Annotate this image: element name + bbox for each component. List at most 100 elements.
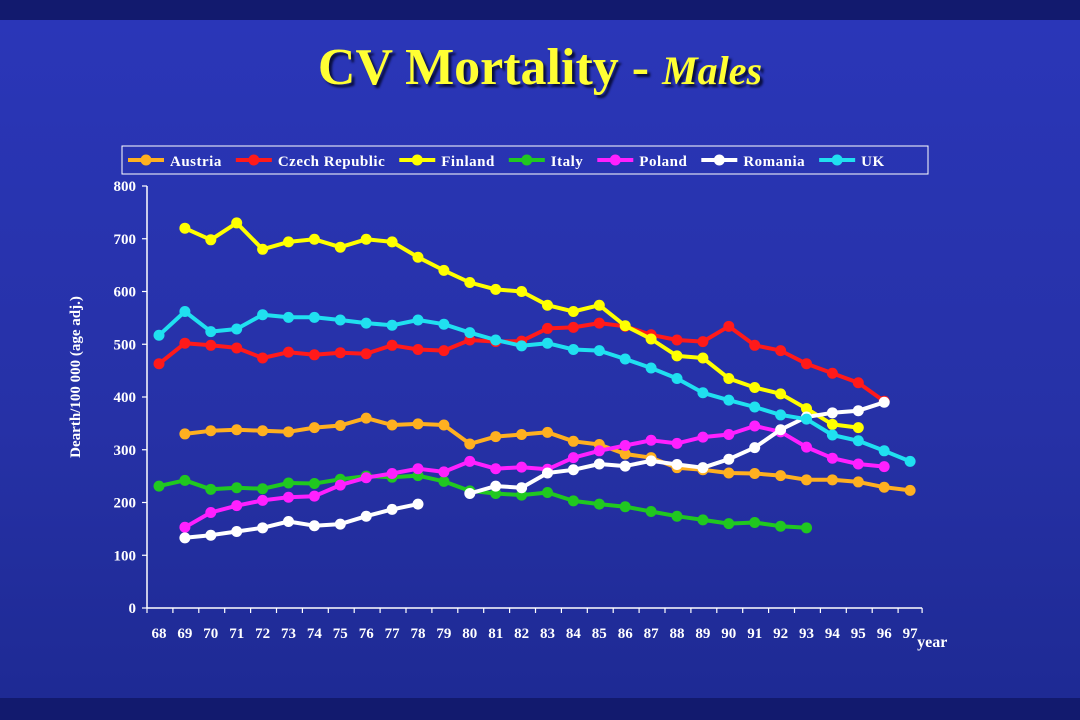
data-point: [231, 526, 243, 538]
data-point: [360, 317, 372, 329]
data-point: [593, 345, 605, 357]
legend-label: Poland: [639, 154, 687, 170]
data-point: [645, 362, 657, 374]
series-line: [157, 321, 886, 403]
data-point: [438, 419, 450, 431]
data-point: [542, 486, 553, 498]
legend-swatch-marker: [609, 154, 621, 166]
data-point: [593, 498, 605, 510]
data-point: [697, 462, 709, 474]
data-point: [775, 424, 787, 436]
data-point: [749, 467, 761, 479]
data-point: [619, 353, 631, 365]
data-point: [801, 358, 812, 370]
data-point: [542, 299, 553, 311]
data-point: [852, 405, 864, 417]
data-point: [179, 337, 191, 349]
legend-item: UK: [819, 154, 884, 170]
data-point: [412, 463, 424, 475]
chart-axes: 0 100 200 300 400 500 600 700 800 68 69 70 71 72 73 74 7…: [68, 179, 947, 651]
y-tick-label: 100: [114, 548, 137, 564]
x-tick-label: 90: [721, 626, 736, 642]
x-tick-label: 79: [436, 626, 451, 642]
x-tick-label: 74: [307, 626, 323, 642]
data-point: [283, 477, 294, 489]
data-point: [257, 243, 269, 255]
data-point: [464, 277, 476, 289]
legend-swatch-marker: [831, 154, 843, 166]
data-point: [516, 428, 528, 440]
x-tick-label: 94: [825, 626, 841, 642]
data-point: [386, 339, 398, 351]
data-point: [231, 342, 243, 354]
legend-swatch-marker: [521, 154, 533, 166]
data-point: [231, 424, 243, 436]
data-point: [257, 425, 269, 437]
x-tick-label: 78: [411, 626, 426, 642]
x-tick-label: 75: [333, 626, 348, 642]
y-tick-label: 300: [114, 443, 137, 459]
data-point: [852, 435, 864, 447]
data-point: [516, 286, 528, 297]
x-tick-label: 71: [229, 626, 244, 642]
data-point: [179, 474, 191, 486]
data-point: [878, 396, 890, 408]
title-main: CV Mortality: [317, 39, 619, 96]
data-point: [904, 455, 916, 467]
x-tick-label: 97: [903, 626, 919, 642]
data-point: [567, 435, 579, 447]
data-point: [749, 339, 761, 351]
data-point: [283, 491, 294, 503]
legend-swatch-marker: [140, 154, 152, 166]
data-point: [878, 461, 890, 473]
data-point: [412, 314, 424, 326]
data-point: [308, 349, 320, 361]
data-point: [438, 264, 450, 276]
data-point: [826, 367, 838, 379]
x-tick-label: 83: [540, 626, 555, 642]
data-point: [438, 466, 450, 478]
data-point: [775, 409, 787, 421]
data-point: [308, 490, 320, 502]
data-point: [697, 352, 709, 364]
data-point: [671, 373, 683, 385]
data-point: [231, 323, 243, 335]
x-tick-label: 88: [670, 626, 685, 642]
data-point: [283, 426, 294, 438]
legend-swatch-marker: [411, 154, 423, 166]
data-point: [723, 453, 735, 465]
data-point: [308, 520, 320, 532]
data-point: [257, 522, 269, 534]
x-tick-label: 69: [177, 626, 192, 642]
legend-item: Finland: [399, 154, 494, 170]
data-point: [516, 482, 528, 494]
data-point: [801, 441, 812, 453]
data-point: [464, 488, 476, 500]
data-point: [567, 306, 579, 318]
data-point: [490, 431, 502, 443]
data-point: [334, 419, 346, 431]
data-point: [360, 472, 372, 484]
data-point: [619, 448, 631, 460]
y-tick-label: 200: [114, 496, 137, 512]
x-tick-label: 91: [747, 626, 762, 642]
data-point: [593, 445, 605, 457]
data-point: [723, 467, 735, 479]
page-title: CV Mortality - Males: [0, 38, 1080, 97]
data-point: [749, 420, 761, 432]
data-point: [490, 480, 502, 492]
data-point: [283, 236, 294, 248]
data-point: [334, 241, 346, 253]
legend-label: Czech Republic: [278, 154, 385, 170]
legend-label: Italy: [551, 154, 584, 170]
data-point: [205, 483, 217, 495]
y-tick-label: 0: [129, 601, 137, 617]
data-point: [749, 517, 761, 529]
data-point: [386, 503, 398, 515]
data-point: [542, 426, 553, 438]
data-point: [567, 464, 579, 476]
data-point: [904, 484, 916, 496]
data-point: [878, 445, 890, 457]
y-tick-label: 500: [114, 337, 137, 353]
series-line: [184, 502, 419, 540]
